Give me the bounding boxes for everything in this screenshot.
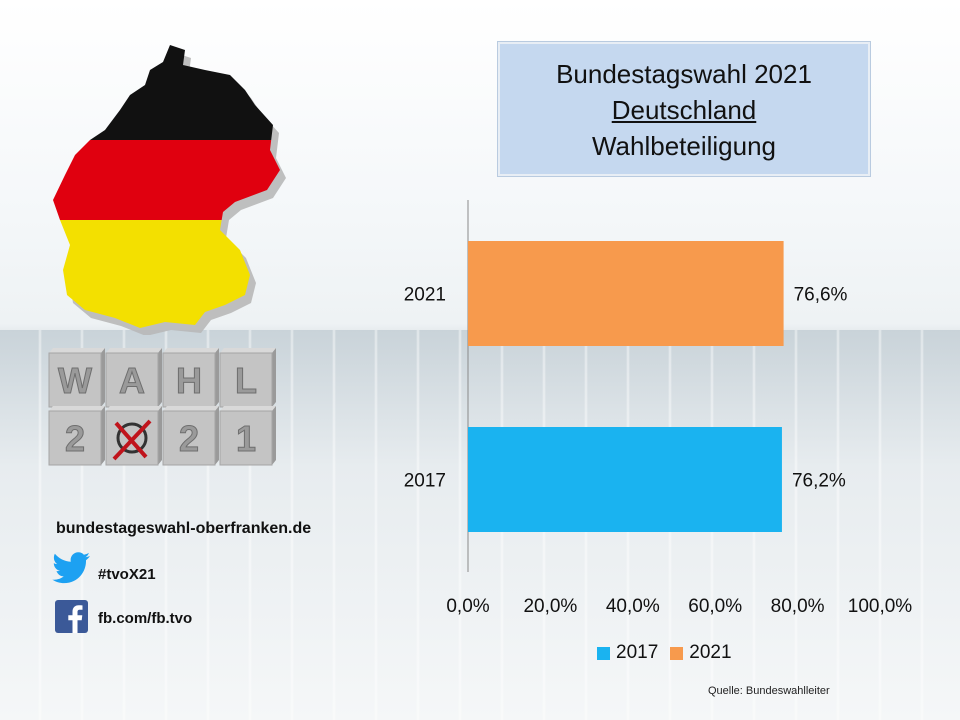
legend-label-2021: 2021 bbox=[689, 642, 732, 663]
ballot-cross-icon bbox=[112, 419, 152, 461]
data-label: 76,2% bbox=[792, 471, 846, 492]
bar-2017 bbox=[468, 427, 782, 532]
chart-subtitle-region: Deutschland bbox=[611, 95, 757, 125]
y-tick-label: 2021 bbox=[404, 285, 446, 306]
x-tick-label: 20,0% bbox=[523, 596, 577, 617]
chart-legend: 2017 2021 bbox=[597, 642, 732, 664]
svg-text:L: L bbox=[235, 360, 257, 401]
legend-swatch-2017 bbox=[597, 646, 610, 660]
legend-label-2017: 2017 bbox=[616, 642, 659, 663]
source-note: Quelle: Bundeswahlleiter bbox=[708, 685, 830, 697]
svg-text:A: A bbox=[119, 360, 145, 401]
x-tick-label: 80,0% bbox=[771, 596, 825, 617]
letter-cube: W bbox=[48, 348, 105, 408]
twitter-handle: #tvoX21 bbox=[98, 566, 156, 583]
letter-cube: 2 bbox=[48, 406, 105, 466]
twitter-icon[interactable] bbox=[52, 552, 92, 584]
facebook-icon[interactable] bbox=[55, 600, 88, 633]
svg-text:W: W bbox=[58, 360, 92, 401]
facebook-handle: fb.com/fb.tvo bbox=[98, 610, 193, 627]
x-tick-label: 100,0% bbox=[848, 596, 913, 617]
y-tick-label: 2017 bbox=[404, 471, 446, 492]
title-box: Bundestagswahl 2021 Deutschland Wahlbete… bbox=[498, 42, 870, 176]
letter-cube: H bbox=[162, 348, 219, 408]
letter-cube: 2 bbox=[162, 406, 219, 466]
letter-cube: 1 bbox=[219, 406, 276, 466]
svg-text:1: 1 bbox=[236, 418, 256, 459]
x-tick-label: 60,0% bbox=[688, 596, 742, 617]
svg-text:H: H bbox=[176, 360, 202, 401]
bar-2021 bbox=[468, 241, 784, 346]
svg-text:2: 2 bbox=[65, 418, 85, 459]
chart-title: Bundestagswahl 2021 bbox=[556, 59, 812, 89]
website-label: bundestageswahl-oberfranken.de bbox=[56, 520, 312, 537]
letter-cube: L bbox=[219, 348, 276, 408]
data-label: 76,6% bbox=[794, 285, 848, 306]
germany-map-icon bbox=[53, 45, 286, 335]
x-tick-label: 40,0% bbox=[606, 596, 660, 617]
letter-cube bbox=[105, 406, 162, 466]
legend-swatch-2021 bbox=[670, 646, 684, 660]
letter-cube: A bbox=[105, 348, 162, 408]
svg-text:2: 2 bbox=[179, 418, 199, 459]
x-tick-label: 0,0% bbox=[446, 596, 489, 617]
chart-subtitle-metric: Wahlbeteiligung bbox=[591, 131, 777, 161]
